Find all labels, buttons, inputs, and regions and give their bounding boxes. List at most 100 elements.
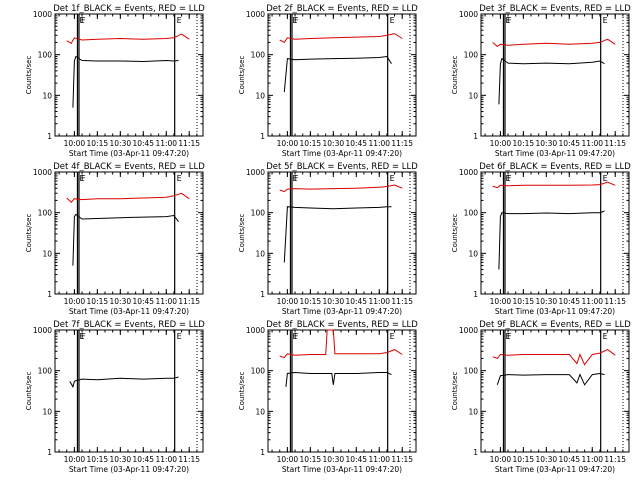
x-axis-label: Start Time (03-Apr-11 09:47:20) [495,307,615,316]
x-axis-label: Start Time (03-Apr-11 09:47:20) [495,149,615,158]
x-tick-label: 10:45 [345,297,367,306]
panel-det-6: Det 6f_BLACK = Events, RED = LLD 1 10 100 10… [451,162,631,316]
panel-det-8: Det 8f_BLACK = Events, RED = LLD 1 10 100 10… [238,320,418,474]
x-tick-label: 10:15 [513,297,535,306]
panel-title: Det 4f_BLACK = Events, RED = LLD [53,162,205,172]
y-tick-label: 100 [38,367,53,376]
event-marker-label: E [390,174,395,183]
event-marker-label: E [505,16,510,25]
y-tick-label: 10 [42,249,52,258]
plot-frame [54,13,204,137]
plot-frame [54,171,204,295]
lld-series-line [66,33,190,44]
y-tick-label: 10 [468,249,478,258]
y-tick-label: 10 [42,91,52,100]
y-tick-label: 10 [42,407,52,416]
panel-det-4: Det 4f_BLACK = Events, RED = LLD 1 10 100 10… [25,162,205,316]
y-axis-label: Counts/sec [25,372,33,411]
x-axis-label: Start Time (03-Apr-11 09:47:20) [69,307,189,316]
x-tick-label: 11:15 [604,139,626,148]
x-tick-label: 10:15 [300,297,322,306]
events-series-line [72,213,179,266]
x-tick-label: 11:00 [155,455,177,464]
event-marker-label: E [505,174,510,183]
event-marker-label: E [390,16,395,25]
y-tick-label: 1 [47,448,52,457]
panel-title: Det 2f_BLACK = Events, RED = LLD [266,4,418,14]
y-tick-label: 1 [47,132,52,141]
x-tick-label: 11:00 [155,139,177,148]
events-series-line [283,55,392,93]
event-marker-label: E [603,332,608,341]
event-marker-label: F [507,332,512,341]
x-tick-label: 10:00 [64,455,86,464]
x-tick-label: 10:00 [490,455,512,464]
event-marker-label: E [79,332,84,341]
y-tick-label: 1000 [33,326,52,335]
x-tick-label: 10:30 [323,455,345,464]
x-axis-label: Start Time (03-Apr-11 09:47:20) [69,465,189,474]
panel-det-5: Det 5f_BLACK = Events, RED = LLD 1 10 100 10… [238,162,418,316]
panel-title: Det 9f_BLACK = Events, RED = LLD [479,320,631,330]
event-marker-label: F [81,174,86,183]
x-tick-label: 10:15 [87,455,109,464]
x-tick-label: 11:15 [391,139,413,148]
y-tick-label: 100 [251,51,266,60]
panel-det-7: Det 7f_BLACK = Events, RED = LLD 1 10 100 10… [25,320,205,474]
x-tick-label: 10:45 [132,297,154,306]
x-tick-label: 10:00 [277,139,299,148]
x-tick-label: 10:30 [110,455,132,464]
y-tick-label: 1000 [459,10,478,19]
y-tick-label: 1000 [459,326,478,335]
events-series-line [285,371,392,387]
x-tick-label: 10:00 [490,297,512,306]
x-tick-label: 11:00 [581,297,603,306]
y-axis-label: Counts/sec [25,214,33,253]
y-tick-label: 1 [473,132,478,141]
y-tick-label: 1000 [246,10,265,19]
event-marker-label: E [177,332,182,341]
x-axis-label: Start Time (03-Apr-11 09:47:20) [495,465,615,474]
event-marker-label: E [505,332,510,341]
y-axis-label: Counts/sec [238,56,246,95]
event-marker-label: F [507,16,512,25]
y-tick-label: 10 [255,249,265,258]
x-tick-label: 11:15 [391,455,413,464]
x-tick-label: 10:30 [110,297,132,306]
x-tick-label: 10:30 [536,297,558,306]
event-marker-label: E [603,16,608,25]
y-tick-label: 1 [47,290,52,299]
panel-title: Det 6f_BLACK = Events, RED = LLD [479,162,631,172]
lld-series-line [66,192,190,204]
plot-frame [480,13,630,137]
event-marker-label: E [292,174,297,183]
event-marker-label: E [292,16,297,25]
y-tick-label: 10 [468,91,478,100]
panel-det-9: Det 9f_BLACK = Events, RED = LLD 1 10 100 10… [451,320,631,474]
plot-frame [480,329,630,453]
events-series-line [498,57,605,105]
event-marker-label: E [177,174,182,183]
y-tick-label: 100 [251,209,266,218]
lld-series-line [279,329,403,359]
events-series-line [72,55,179,108]
events-series-line [283,206,392,263]
x-tick-label: 11:00 [581,455,603,464]
plot-frame [267,329,417,453]
y-axis-label: Counts/sec [238,214,246,253]
y-tick-label: 100 [38,209,53,218]
panel-det-1: Det 1f_BLACK = Events, RED = LLD 1 10 100 10… [25,4,205,158]
plot-frame [480,171,630,295]
x-tick-label: 10:45 [345,455,367,464]
y-tick-label: 1 [473,448,478,457]
y-tick-label: 1 [260,132,265,141]
event-marker-label: F [294,332,299,341]
x-tick-label: 10:15 [513,455,535,464]
y-tick-label: 1000 [246,326,265,335]
y-tick-label: 10 [255,91,265,100]
x-tick-label: 10:45 [558,455,580,464]
x-tick-label: 10:00 [277,455,299,464]
x-tick-label: 10:00 [490,139,512,148]
x-tick-label: 11:15 [604,455,626,464]
